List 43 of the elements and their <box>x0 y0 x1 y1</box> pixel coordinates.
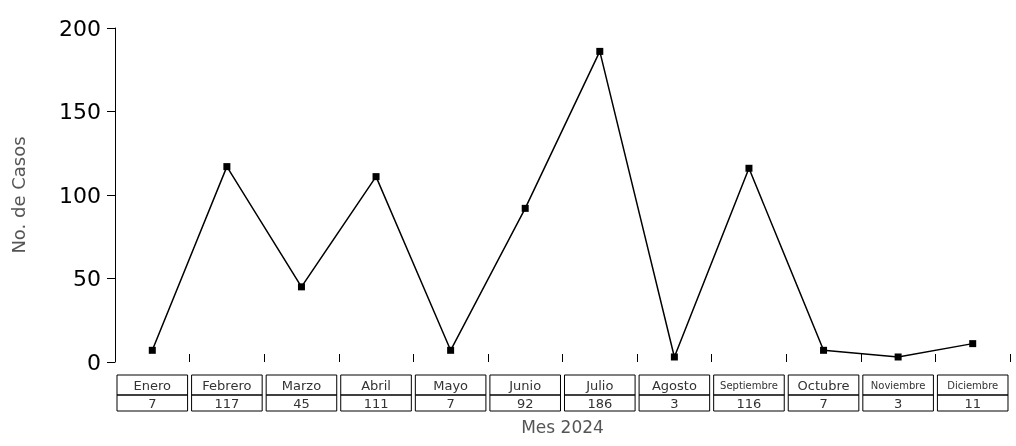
data-label: 186 <box>587 395 613 411</box>
data-label: 7 <box>148 395 157 411</box>
point <box>745 164 753 172</box>
data-label: 117 <box>214 395 240 411</box>
data-label: 7 <box>819 395 828 411</box>
data-label: 116 <box>736 395 762 411</box>
x-axis-title: Mes 2024 <box>521 416 604 437</box>
x-tick-label: Mayo <box>433 377 469 393</box>
point <box>372 173 380 181</box>
y-tick-label: 50 <box>73 266 101 291</box>
point <box>969 340 977 348</box>
data-label: 3 <box>893 395 903 411</box>
y-tick-label: 0 <box>87 349 101 375</box>
point <box>820 346 828 354</box>
x-tick-label: Noviembre <box>870 379 926 391</box>
point <box>670 353 678 361</box>
x-tick-label: Marzo <box>281 377 322 393</box>
x-tick-label: Febrero <box>202 377 252 393</box>
x-tick-label: Julio <box>585 377 614 393</box>
x-tick-label: Octubre <box>797 377 850 393</box>
point <box>521 204 529 212</box>
data-label: 11 <box>964 395 981 411</box>
point <box>148 346 156 354</box>
point <box>447 346 455 354</box>
point <box>894 353 902 361</box>
x-tick-label: Septiembre <box>720 379 778 391</box>
y-tick-label: 100 <box>59 182 101 208</box>
data-label: 92 <box>516 395 534 411</box>
x-tick-label: Agosto <box>651 377 697 393</box>
point <box>297 283 305 291</box>
data-label: 45 <box>293 395 310 411</box>
y-tick-label: 200 <box>59 15 101 41</box>
y-tick-label: 150 <box>59 99 101 124</box>
x-tick-label: Junio <box>508 377 542 393</box>
data-label: 3 <box>670 395 679 411</box>
y-axis-title: No. de Casos <box>7 136 29 254</box>
point <box>596 47 604 55</box>
x-tick-label: Enero <box>133 377 172 393</box>
data-label: 111 <box>363 395 389 411</box>
point <box>223 163 231 171</box>
x-tick-label: Diciembre <box>947 379 999 391</box>
data-label: 7 <box>446 395 455 411</box>
x-tick-label: Abril <box>361 377 391 393</box>
